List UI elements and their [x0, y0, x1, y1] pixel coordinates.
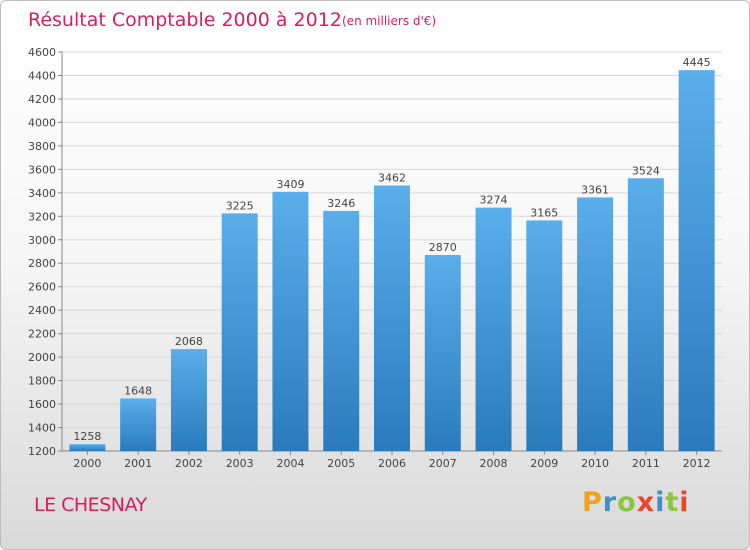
- data-label: 3225: [226, 199, 254, 212]
- y-tick-label: 2200: [28, 328, 56, 341]
- y-tick-label: 4600: [28, 46, 56, 59]
- x-tick-label: 2012: [683, 457, 711, 470]
- x-tick-label: 2002: [175, 457, 203, 470]
- data-label: 4445: [683, 56, 711, 69]
- y-tick-label: 2400: [28, 304, 56, 317]
- x-tick-label: 2005: [327, 457, 355, 470]
- x-tick-label: 2010: [581, 457, 609, 470]
- y-tick-label: 1200: [28, 445, 56, 458]
- data-label: 2068: [175, 335, 203, 348]
- bar-2010: [577, 197, 614, 451]
- bar-2000: [69, 444, 106, 451]
- y-tick-label: 3000: [28, 234, 56, 247]
- data-label: 3409: [276, 178, 304, 191]
- x-tick-label: 2001: [124, 457, 152, 470]
- y-tick-label: 4200: [28, 93, 56, 106]
- x-tick-label: 2006: [378, 457, 406, 470]
- data-label: 3246: [327, 197, 355, 210]
- bar-2004: [272, 191, 309, 452]
- chart-title: Résultat Comptable 2000 à 2012: [28, 9, 342, 31]
- y-tick-label: 2800: [28, 257, 56, 270]
- logo-letter: t: [665, 487, 680, 518]
- logo-letter: o: [617, 487, 637, 518]
- y-tick-label: 3200: [28, 210, 56, 223]
- y-tick-label: 1400: [28, 422, 56, 435]
- x-tick-label: 2007: [429, 457, 457, 470]
- y-tick-label: 3600: [28, 163, 56, 176]
- y-tick-label: 1800: [28, 375, 56, 388]
- data-label: 3462: [378, 172, 406, 185]
- bar-2007: [424, 255, 461, 451]
- bar-2011: [627, 178, 664, 451]
- bar-2009: [526, 220, 563, 451]
- proxiti-logo[interactable]: Proxiti: [582, 487, 690, 518]
- data-label: 3274: [480, 194, 508, 207]
- logo-letter: x: [636, 487, 656, 518]
- y-tick-label: 3800: [28, 140, 56, 153]
- x-tick-label: 2009: [530, 457, 558, 470]
- x-tick-label: 2004: [276, 457, 304, 470]
- x-tick-label: 2003: [226, 457, 254, 470]
- y-tick-label: 4400: [28, 69, 56, 82]
- data-label: 2870: [429, 241, 457, 254]
- bar-2005: [323, 210, 360, 451]
- bar-2003: [221, 213, 258, 451]
- bar-2012: [678, 70, 715, 452]
- bar-2008: [475, 207, 512, 451]
- bar-2002: [170, 349, 207, 451]
- logo-letter: P: [582, 487, 603, 518]
- x-tick-label: 2008: [480, 457, 508, 470]
- chart-subtitle: (en milliers d'€): [342, 14, 437, 28]
- y-tick-label: 3400: [28, 187, 56, 200]
- data-label: 3165: [530, 206, 558, 219]
- commune-name: LE CHESNAY: [34, 494, 147, 516]
- bar-2006: [374, 185, 410, 451]
- y-tick-label: 2000: [28, 351, 56, 364]
- y-tick-label: 4000: [28, 116, 56, 129]
- data-label: 3524: [632, 164, 660, 177]
- logo-letter: r: [602, 487, 618, 518]
- y-tick-label: 1600: [28, 398, 56, 411]
- logo-letter: i: [655, 487, 666, 518]
- bar-2001: [120, 398, 157, 451]
- data-label: 1648: [124, 384, 152, 397]
- x-tick-label: 2000: [73, 457, 101, 470]
- x-tick-label: 2011: [632, 457, 660, 470]
- data-label: 1258: [73, 430, 101, 443]
- y-tick-label: 2600: [28, 281, 56, 294]
- data-label: 3361: [581, 183, 609, 196]
- logo-letter: i: [679, 487, 690, 518]
